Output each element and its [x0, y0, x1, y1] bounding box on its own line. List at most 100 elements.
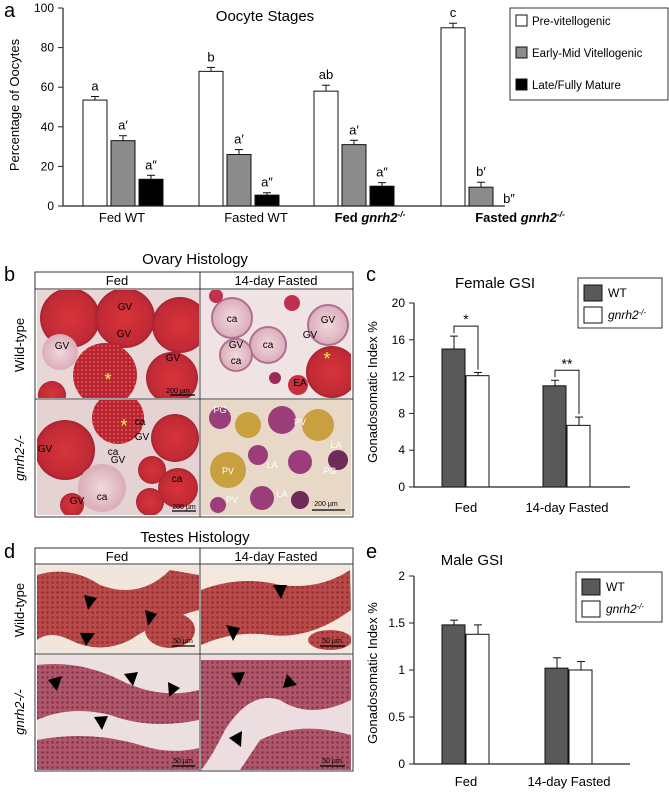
bar-a	[138, 178, 164, 207]
svg-text:50 µm: 50 µm	[173, 758, 193, 765]
y-axis-label-a: Percentage of Oocytes	[7, 38, 22, 171]
y-axis-ticks-e: 0 0.5 1 1.5 2	[388, 569, 414, 771]
bar	[441, 348, 466, 488]
testes-col-fasted: 14-day Fasted	[234, 549, 317, 564]
svg-text:ca: ca	[172, 474, 183, 485]
testes-col-fed: Fed	[106, 549, 128, 564]
y-tick-label-a: 80	[41, 41, 55, 55]
x-category-a: Fasted gnrh2-/-	[475, 209, 565, 225]
legend-swatch	[581, 600, 601, 618]
bar-a	[110, 140, 136, 207]
svg-text:GV: GV	[70, 496, 85, 507]
testes-image-fed-mutant	[37, 655, 199, 770]
svg-text:200 µm: 200 µm	[314, 501, 338, 508]
arrowhead-icon	[283, 674, 297, 688]
svg-text:GV: GV	[117, 329, 132, 340]
bar	[465, 633, 490, 765]
y-tick-label: 8	[398, 406, 405, 420]
ovary-labels-fasted-wildtype: ca GV GV ca ca GV EA *	[227, 314, 336, 389]
svg-text:PG: PG	[213, 405, 226, 415]
arrowhead-icon	[231, 672, 245, 686]
bar	[542, 385, 567, 488]
x-category-a: Fed gnrh2-/-	[335, 209, 406, 225]
svg-text:50 µm: 50 µm	[173, 638, 193, 645]
arrowhead-markers	[48, 585, 297, 747]
y-tick-label: 16	[392, 333, 406, 347]
testes-image-fed-wildtype	[37, 565, 199, 653]
svg-text:GV: GV	[55, 341, 70, 352]
svg-text:ca: ca	[263, 340, 274, 351]
y-tick-label: 2	[398, 569, 405, 583]
arrowhead-icon	[48, 676, 62, 691]
svg-text:GV: GV	[111, 455, 126, 466]
legend-a: Pre-vitellogenic Early-Mid Vitellogenic La…	[515, 14, 643, 92]
y-axis-ticks-a: 0 20 40 60 80 100	[34, 1, 63, 213]
significance-markers-c: ***	[453, 311, 580, 415]
svg-text:*: *	[120, 416, 127, 436]
svg-text:LA: LA	[330, 440, 341, 450]
svg-text:LA: LA	[276, 489, 287, 499]
bar-a	[313, 90, 339, 207]
legend-label: WT	[608, 286, 627, 300]
y-tick-label-a: 0	[47, 199, 54, 213]
x-category-a: Fed WT	[99, 210, 145, 225]
svg-text:GV: GV	[38, 444, 53, 455]
x-category-a: Fasted WT	[224, 210, 288, 225]
bars-e	[441, 619, 593, 765]
legend-label-a: Early-Mid Vitellogenic	[532, 48, 643, 60]
ovary-image-fed-wildtype	[37, 290, 199, 398]
arrowhead-icon	[229, 731, 242, 747]
legend-c: WT gnrh2-/-	[583, 284, 646, 324]
bar-a	[369, 185, 395, 207]
x-axis-categories-a: Fed WT Fasted WT Fed gnrh2-/- Fasted gnrh2-…	[99, 209, 565, 225]
ovary-col-fasted: 14-day Fasted	[234, 273, 317, 288]
bars-a: a a′ a″ b a′ a″ ab a′ a″ c b′ b″	[82, 5, 515, 207]
svg-text:EA: EA	[293, 378, 307, 389]
ovary-labels-fasted-mutant: PG PV PV LA LA PG PV LA 200 µm	[213, 405, 345, 511]
bar-a	[468, 186, 494, 207]
significance-star: *	[463, 311, 469, 327]
y-tick-label: 4	[398, 443, 405, 457]
svg-text:*: *	[323, 349, 330, 369]
x-category: 14-day Fasted	[525, 500, 608, 515]
bars-c	[441, 335, 591, 488]
testes-histology-title: Testes Histology	[140, 529, 250, 546]
significance-letter-a: a″	[145, 157, 157, 172]
ovary-labels-fed-mutant: ca GV GV ca GV GV ca ca * 200 µm	[38, 416, 196, 512]
significance-letter-a: b	[207, 49, 214, 64]
significance-letter-a: a′	[234, 132, 244, 147]
bar	[544, 667, 569, 765]
testes-row-wildtype: Wild-type	[12, 583, 27, 637]
x-category: Fed	[455, 774, 477, 789]
svg-text:ca: ca	[97, 492, 108, 503]
bar	[441, 624, 466, 765]
arrowhead-icon	[80, 633, 95, 646]
y-tick-label: 0	[398, 757, 405, 771]
legend-label: WT	[606, 580, 625, 594]
svg-text:GV: GV	[321, 315, 336, 326]
y-tick-label-a: 100	[34, 1, 54, 15]
panel-letter-e: e	[366, 541, 377, 563]
svg-text:200 µm: 200 µm	[166, 388, 190, 395]
svg-text:ca: ca	[135, 417, 146, 428]
significance-letter-a: a″	[261, 175, 273, 190]
bar-a	[82, 99, 108, 207]
y-tick-label-a: 40	[41, 120, 55, 134]
panel-letter-b: b	[4, 264, 15, 286]
y-tick-label-a: 20	[41, 159, 55, 173]
arrowhead-icon	[94, 716, 108, 730]
svg-text:200 µm: 200 µm	[172, 504, 196, 511]
svg-text:GV: GV	[229, 340, 244, 351]
svg-text:ca: ca	[227, 314, 238, 325]
significance-letter-a: b″	[503, 191, 515, 206]
legend-swatch-a	[515, 14, 528, 27]
svg-text:PV: PV	[294, 417, 306, 427]
svg-text:PV: PV	[222, 466, 234, 476]
y-axis-label-e: Gonadosomatic Index %	[365, 602, 380, 744]
x-axis-categories-c: Fed 14-day Fasted	[455, 500, 609, 515]
arrowhead-icon	[145, 610, 157, 626]
bar	[566, 424, 591, 488]
testes-grid-frame	[34, 547, 354, 772]
svg-text:50 µm: 50 µm	[322, 638, 342, 645]
legend-swatch	[583, 306, 603, 324]
